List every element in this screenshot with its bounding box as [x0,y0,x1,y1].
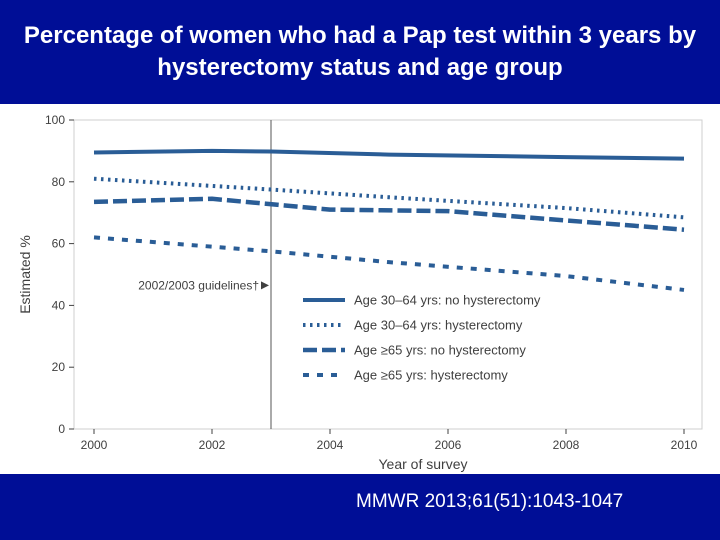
series-line-1 [93,148,685,161]
series-line-4 [93,235,685,292]
guideline-annotation-label: 2002/2003 guidelines† [138,278,259,292]
y-tick-label: 60 [52,237,66,251]
x-axis-title: Year of survey [379,456,468,472]
x-tick-label: 2006 [435,438,462,452]
series-line-2 [93,176,685,220]
x-tick-label: 2004 [317,438,344,452]
series-line-3 [93,196,685,232]
source-citation: MMWR 2013;61(51):1043-1047 [356,491,624,512]
y-tick-label: 0 [58,422,65,436]
x-tick-label: 2000 [81,438,108,452]
legend-label-3: Age ≥65 yrs: no hysterectomy [354,343,526,358]
y-tick-label: 40 [52,298,66,312]
x-tick-label: 2002 [199,438,226,452]
guideline-arrow [261,281,269,290]
x-tick-label: 2010 [671,438,698,452]
legend-label-1: Age 30–64 yrs: no hysterectomy [354,293,541,308]
y-tick-label: 20 [52,360,66,374]
plot-frame [73,119,703,430]
line-chart: 0 20 40 60 80 100 2000 2002 2004 2006 2008 2010 Year… [17,113,703,472]
title-bar: Percentage of women who had a Pap test w… [0,0,720,104]
slide-title: Percentage of women who had a Pap test w… [23,22,697,81]
x-tick-label: 2008 [553,438,580,452]
y-tick-label: 80 [52,175,66,189]
y-tick-label: 100 [45,113,65,127]
y-axis-title: Estimated % [17,235,33,314]
footer-bar [0,474,720,540]
legend-label-4: Age ≥65 yrs: hysterectomy [354,368,508,383]
legend-label-2: Age 30–64 yrs: hysterectomy [354,318,523,333]
